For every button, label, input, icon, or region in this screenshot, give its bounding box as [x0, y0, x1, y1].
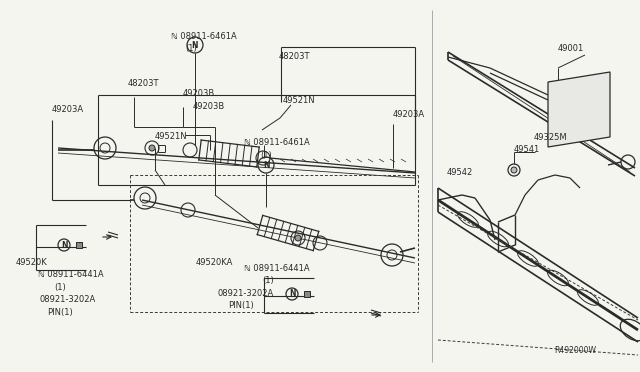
Text: 48203T: 48203T: [128, 79, 159, 88]
Text: 08921-3202A: 08921-3202A: [40, 295, 96, 304]
Text: 49203B: 49203B: [183, 89, 215, 98]
Text: 49520K: 49520K: [16, 258, 48, 267]
Text: N: N: [289, 289, 295, 298]
Bar: [304, 291, 310, 297]
Text: ℕ 08911-6461A: ℕ 08911-6461A: [171, 32, 237, 41]
Text: N: N: [263, 160, 269, 170]
Circle shape: [511, 167, 517, 173]
Text: 48203T: 48203T: [279, 52, 310, 61]
Text: 49001: 49001: [558, 44, 584, 53]
Text: (1): (1): [54, 283, 66, 292]
Text: R492000W: R492000W: [554, 346, 596, 355]
Text: ℕ 08911-6461A: ℕ 08911-6461A: [244, 138, 310, 147]
Text: 49541: 49541: [514, 145, 540, 154]
Text: 49521N: 49521N: [283, 96, 316, 105]
Text: 08921-3202A: 08921-3202A: [218, 289, 275, 298]
Polygon shape: [548, 72, 610, 147]
Text: 49325M: 49325M: [534, 133, 568, 142]
Circle shape: [295, 235, 301, 241]
Text: 49203B: 49203B: [193, 102, 225, 111]
Text: N: N: [61, 241, 67, 250]
Text: 49203A: 49203A: [52, 105, 84, 114]
Text: N: N: [192, 41, 198, 49]
Text: (1): (1): [262, 276, 274, 285]
Text: 49542: 49542: [447, 168, 473, 177]
Text: (1): (1): [260, 151, 272, 160]
Text: ℕ 08911-6441A: ℕ 08911-6441A: [38, 270, 104, 279]
Text: 49520KA: 49520KA: [196, 258, 234, 267]
Text: 49203A: 49203A: [393, 110, 425, 119]
Text: (1): (1): [185, 44, 196, 53]
Text: PIN(1): PIN(1): [47, 308, 73, 317]
Circle shape: [149, 145, 155, 151]
Text: PIN(1): PIN(1): [228, 301, 253, 310]
Text: 49521N: 49521N: [155, 132, 188, 141]
Text: ℕ 08911-6441A: ℕ 08911-6441A: [244, 264, 310, 273]
Bar: [76, 242, 82, 248]
